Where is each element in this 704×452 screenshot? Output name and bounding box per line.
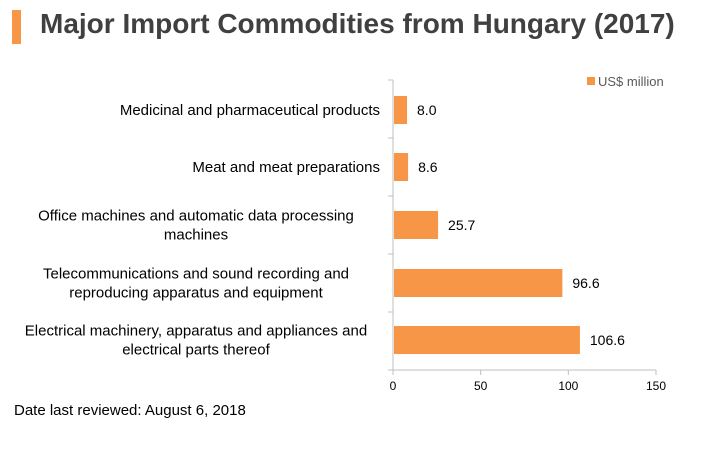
bar [394, 211, 439, 239]
legend-swatch [587, 77, 595, 85]
category-label: Medicinal and pharmaceutical products [120, 102, 380, 119]
category-label: Electrical machinery, apparatus and appl… [25, 323, 367, 359]
chart-title: Major Import Commodities from Hungary (2… [40, 8, 675, 39]
data-label: 96.6 [572, 275, 599, 291]
bar [394, 269, 563, 297]
category-label: Telecommunications and sound recording a… [43, 266, 349, 302]
category-label-line: Medicinal and pharmaceutical products [120, 102, 380, 119]
bar [394, 153, 409, 181]
bar [394, 326, 580, 354]
x-tick-label: 100 [558, 379, 578, 393]
category-label-line: electrical parts thereof [122, 342, 270, 359]
category-label-line: reproducing apparatus and equipment [69, 285, 323, 302]
category-label: Office machines and automatic data proce… [38, 208, 354, 244]
legend-label: US$ million [598, 74, 664, 89]
bar [394, 96, 408, 124]
data-label: 8.0 [417, 102, 437, 118]
date-reviewed-footnote: Date last reviewed: August 6, 2018 [14, 402, 246, 419]
category-label-line: Office machines and automatic data proce… [38, 208, 354, 225]
x-tick-label: 50 [474, 379, 488, 393]
data-label: 8.6 [418, 159, 438, 175]
category-label-line: Meat and meat preparations [192, 159, 380, 176]
category-label-line: Telecommunications and sound recording a… [43, 266, 349, 283]
category-label: Meat and meat preparations [192, 159, 380, 176]
x-tick-label: 150 [646, 379, 666, 393]
category-label-line: Electrical machinery, apparatus and appl… [25, 323, 367, 340]
category-label-line: machines [164, 227, 228, 244]
title-accent-bar [12, 10, 21, 44]
data-label: 25.7 [448, 217, 475, 233]
data-label: 106.6 [590, 332, 625, 348]
x-tick-label: 0 [390, 379, 397, 393]
